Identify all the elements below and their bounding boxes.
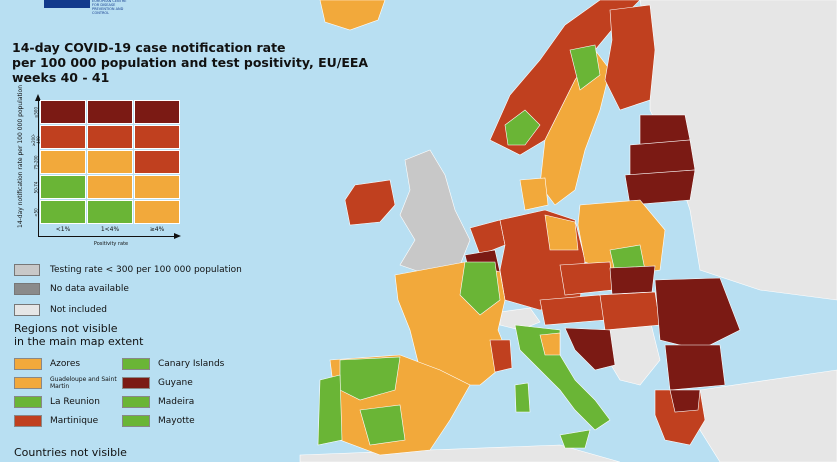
matrix-cell xyxy=(40,125,86,149)
portugal xyxy=(317,374,343,446)
north-africa xyxy=(299,444,621,462)
ecdc-logo xyxy=(44,0,90,8)
slovakia xyxy=(609,265,656,295)
x-axis-label: Positivity rate xyxy=(93,241,129,247)
region-swatch xyxy=(14,377,42,389)
hungary xyxy=(599,291,661,331)
germany-orange xyxy=(544,214,579,251)
region-label: Canary Islands xyxy=(158,359,225,369)
sweden-green xyxy=(569,44,601,91)
matrix-cell xyxy=(134,125,180,149)
region-swatch xyxy=(122,377,150,389)
region-label: La Reunion xyxy=(50,397,100,407)
y-tick-label: <50 xyxy=(33,208,39,217)
sicily xyxy=(559,429,591,449)
legend-panel: EUROPEAN CENTRE FOR DISEASE PREVENTION A… xyxy=(0,0,368,462)
matrix-cell xyxy=(40,175,86,199)
matrix-cell xyxy=(40,200,86,224)
matrix-cell xyxy=(134,100,180,124)
title-line-1: 14-day COVID-19 case notification rate xyxy=(12,40,286,55)
logo-text: EUROPEAN CENTRE FOR DISEASE PREVENTION A… xyxy=(92,0,127,15)
region-swatch xyxy=(122,358,150,370)
y-tick-label: ≥200-499 xyxy=(31,133,41,147)
no-data-swatch xyxy=(14,283,40,295)
map-title: 14-day COVID-19 case notification rate p… xyxy=(12,40,369,85)
matrix-cell xyxy=(134,200,180,224)
title-line-3: weeks 40 - 41 xyxy=(12,70,110,85)
region-label: Guyane xyxy=(158,378,193,388)
denmark xyxy=(519,177,549,211)
y-tick-label: 50-74 xyxy=(33,181,39,194)
matrix-cell xyxy=(87,100,133,124)
region-swatch xyxy=(14,396,42,408)
uk-mainland xyxy=(399,149,471,273)
y-tick-label: ≥500 xyxy=(33,107,39,118)
sardinia xyxy=(514,382,531,413)
romania xyxy=(654,277,741,351)
legend-testing-label: Testing rate < 300 per 100 000 populatio… xyxy=(50,265,242,275)
matrix-cell xyxy=(134,175,180,199)
region-swatch xyxy=(14,415,42,427)
x-tick-label: 1<4% xyxy=(100,226,120,233)
regions-heading-1: Regions not visible xyxy=(14,322,118,335)
region-label: Mayotte xyxy=(158,416,195,426)
switzerland xyxy=(499,307,541,331)
countries-heading: Countries not visible xyxy=(14,446,127,459)
region-label: Azores xyxy=(50,359,81,369)
matrix-cell xyxy=(87,150,133,174)
bulgaria xyxy=(664,344,726,391)
iceland xyxy=(319,0,386,31)
sweden xyxy=(539,49,611,206)
croatia xyxy=(564,327,616,371)
legend-not-included-label: Not included xyxy=(50,305,107,315)
region-swatch xyxy=(122,396,150,408)
region-label: Martinique xyxy=(50,416,99,426)
region-label: Guadeloupe and Saint Martin xyxy=(50,376,117,390)
matrix-cell xyxy=(40,100,86,124)
regions-heading-2: in the main map extent xyxy=(14,335,144,348)
x-axis-line xyxy=(38,236,174,237)
france-red xyxy=(489,339,513,373)
matrix-cell xyxy=(40,150,86,174)
matrix-cell xyxy=(87,200,133,224)
spain-green-south xyxy=(359,404,406,446)
greece-dark xyxy=(669,389,701,413)
norway-south-green xyxy=(504,109,541,146)
matrix-cell xyxy=(134,150,180,174)
region-swatch xyxy=(14,358,42,370)
region-swatch xyxy=(122,415,150,427)
ireland xyxy=(344,179,396,226)
not-included-swatch xyxy=(14,304,40,316)
x-tick-label: <1% xyxy=(55,226,71,233)
lithuania xyxy=(624,169,696,206)
x-axis-arrow xyxy=(174,233,181,239)
y-axis-line xyxy=(38,100,39,236)
latvia xyxy=(629,139,696,176)
y-axis-label: 14-day notification rate per 100 000 pop… xyxy=(17,84,24,228)
austria xyxy=(539,294,606,326)
netherlands xyxy=(469,219,506,256)
y-tick-label: 75-200 xyxy=(33,155,39,170)
testing-swatch xyxy=(14,264,40,276)
bivariate-legend-matrix: 14-day notification rate per 100 000 pop… xyxy=(17,85,182,247)
title-line-2: per 100 000 population and test positivi… xyxy=(12,55,369,70)
matrix-cell xyxy=(87,175,133,199)
y-axis-arrow xyxy=(35,94,41,101)
italy-orange xyxy=(539,332,561,356)
region-label: Madeira xyxy=(158,397,195,407)
finland xyxy=(604,4,656,111)
france-green xyxy=(459,261,501,316)
legend-no-data-label: No data available xyxy=(50,284,129,294)
czechia xyxy=(559,261,613,296)
x-tick-label: ≥4% xyxy=(149,226,165,233)
matrix-cell xyxy=(87,125,133,149)
